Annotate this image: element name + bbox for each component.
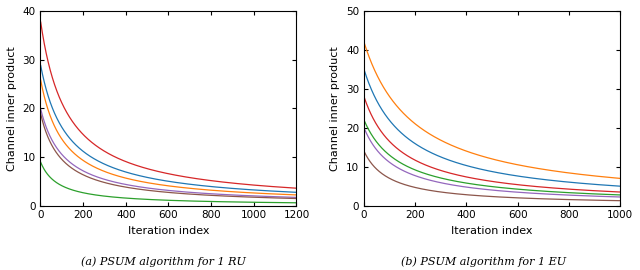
Text: (a) PSUM algorithm for 1 RU: (a) PSUM algorithm for 1 RU <box>81 256 246 266</box>
Y-axis label: Channel inner product: Channel inner product <box>330 46 340 171</box>
Text: (b) PSUM algorithm for 1 EU: (b) PSUM algorithm for 1 EU <box>401 256 566 266</box>
Y-axis label: Channel inner product: Channel inner product <box>7 46 17 171</box>
X-axis label: Iteration index: Iteration index <box>451 226 532 236</box>
X-axis label: Iteration index: Iteration index <box>128 226 209 236</box>
